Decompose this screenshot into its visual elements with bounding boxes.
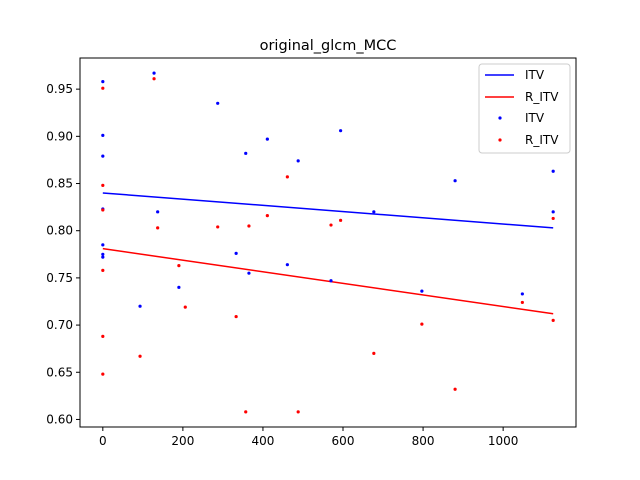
y-tick-label: 0.80 bbox=[46, 224, 73, 238]
point-r-itv-13 bbox=[244, 410, 248, 414]
legend-marker-r-itv bbox=[498, 138, 502, 142]
legend: ITV R_ITV ITV R_ITV bbox=[478, 63, 571, 154]
point-r-itv-5 bbox=[101, 372, 105, 376]
point-r-itv-9 bbox=[177, 264, 181, 268]
legend-label-itv: ITV bbox=[525, 68, 545, 82]
point-r-itv-25 bbox=[551, 318, 555, 322]
point-r-itv-6 bbox=[138, 354, 142, 358]
plot-frame bbox=[79, 57, 577, 428]
point-r-itv-16 bbox=[285, 175, 289, 179]
point-itv-14 bbox=[247, 271, 251, 275]
legend-label-itv: ITV bbox=[525, 111, 545, 125]
regression-line-itv bbox=[102, 192, 554, 229]
point-r-itv-15 bbox=[265, 214, 269, 218]
point-r-itv-21 bbox=[420, 322, 424, 326]
point-itv-0 bbox=[101, 79, 105, 84]
point-itv-8 bbox=[152, 71, 156, 75]
point-r-itv-3 bbox=[101, 268, 105, 272]
x-tick-label: 0 bbox=[99, 434, 107, 448]
x-tick-label: 1000 bbox=[488, 434, 519, 448]
point-itv-6 bbox=[101, 255, 105, 259]
point-itv-24 bbox=[551, 169, 555, 173]
point-r-itv-19 bbox=[339, 218, 343, 222]
legend-marker-itv bbox=[498, 116, 502, 120]
y-tick-label: 0.90 bbox=[46, 129, 73, 143]
legend-label-r-itv: R_ITV bbox=[525, 133, 559, 147]
y-tick-label: 0.95 bbox=[46, 82, 73, 96]
point-r-itv-17 bbox=[296, 410, 300, 414]
point-r-itv-24 bbox=[551, 216, 555, 221]
point-r-itv-23 bbox=[520, 300, 524, 305]
point-itv-11 bbox=[216, 101, 220, 105]
y-tick-label: 0.60 bbox=[46, 412, 73, 426]
point-itv-1 bbox=[101, 133, 105, 137]
x-tick-label: 600 bbox=[332, 434, 355, 448]
point-r-itv-14 bbox=[247, 224, 251, 228]
point-r-itv-20 bbox=[372, 351, 376, 355]
point-r-itv-11 bbox=[216, 225, 220, 229]
chart-title: original_glcm_MCC bbox=[260, 38, 397, 54]
point-r-itv-8 bbox=[156, 226, 160, 230]
point-itv-15 bbox=[265, 137, 269, 141]
x-axis: 0 200 400 600 800 1000 bbox=[99, 427, 518, 448]
x-tick-label: 400 bbox=[251, 434, 274, 448]
point-itv-16 bbox=[285, 263, 289, 267]
y-axis: 0.60 0.65 0.70 0.75 0.80 0.85 0.90 0.95 bbox=[46, 82, 80, 426]
point-itv-9 bbox=[156, 210, 160, 214]
point-r-itv-4 bbox=[101, 334, 105, 338]
point-itv-18 bbox=[329, 279, 333, 283]
y-tick-label: 0.65 bbox=[46, 365, 73, 379]
point-itv-19 bbox=[339, 129, 343, 133]
point-r-itv-10 bbox=[183, 305, 187, 309]
y-tick-label: 0.75 bbox=[46, 271, 73, 285]
point-r-itv-18 bbox=[329, 223, 333, 227]
point-itv-7 bbox=[138, 304, 142, 308]
point-r-itv-7 bbox=[152, 77, 156, 81]
plot-marks bbox=[101, 71, 555, 414]
point-itv-12 bbox=[234, 251, 238, 255]
point-itv-2 bbox=[101, 154, 105, 158]
point-r-itv-1 bbox=[101, 183, 105, 187]
x-tick-label: 800 bbox=[412, 434, 435, 448]
legend-label-r-itv: R_ITV bbox=[525, 90, 559, 104]
point-itv-13 bbox=[244, 151, 248, 155]
y-tick-label: 0.85 bbox=[46, 177, 73, 191]
point-itv-4 bbox=[101, 243, 105, 247]
point-itv-10 bbox=[177, 285, 181, 289]
regression-line-r-itv bbox=[102, 247, 554, 315]
point-itv-5 bbox=[101, 252, 105, 256]
point-r-itv-22 bbox=[453, 387, 457, 391]
x-tick-label: 200 bbox=[171, 434, 194, 448]
point-itv-22 bbox=[453, 179, 457, 183]
point-r-itv-12 bbox=[234, 314, 238, 319]
point-r-itv-0 bbox=[101, 86, 105, 90]
point-itv-21 bbox=[420, 289, 424, 293]
point-itv-23 bbox=[520, 292, 524, 296]
point-r-itv-2 bbox=[101, 208, 105, 212]
point-itv-20 bbox=[372, 210, 376, 214]
point-itv-17 bbox=[296, 159, 300, 163]
legend-box bbox=[478, 63, 571, 154]
point-itv-25 bbox=[551, 210, 555, 214]
y-tick-label: 0.70 bbox=[46, 318, 73, 332]
